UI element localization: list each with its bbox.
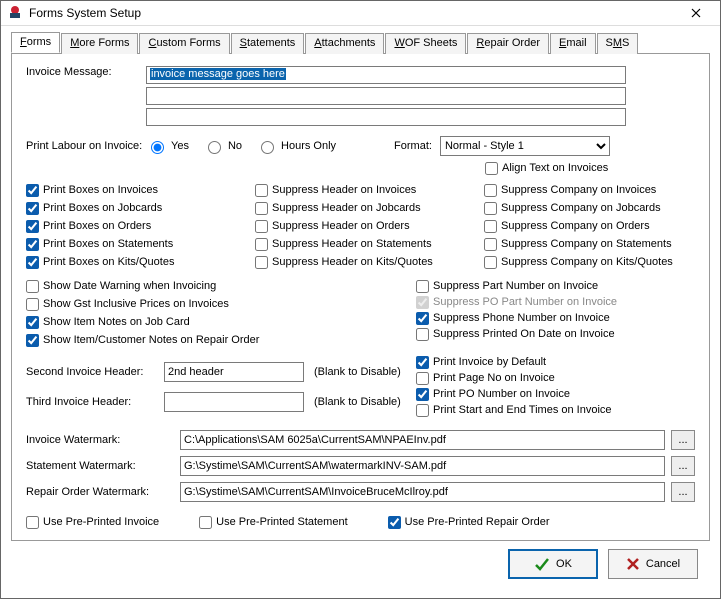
second-header-hint: (Blank to Disable) [314,366,401,378]
suppress-company-1[interactable]: Suppress Company on Jobcards [484,200,695,216]
watermark-group: Invoice Watermark:...Statement Watermark… [26,430,695,502]
left-opt-1[interactable]: Show Gst Inclusive Prices on Invoices [26,296,386,312]
watermark-input-2[interactable] [180,482,665,502]
preprinted-1[interactable]: Use Pre-Printed Statement [199,514,347,530]
tab-strip: FormsMore FormsCustom FormsStatementsAtt… [11,32,710,54]
content: FormsMore FormsCustom FormsStatementsAtt… [1,26,720,599]
tab-repair-order[interactable]: Repair Order [467,33,549,54]
preprinted-2[interactable]: Use Pre-Printed Repair Order [388,514,550,530]
tab-attachments[interactable]: Attachments [305,33,384,54]
tab-email[interactable]: Email [550,33,596,54]
right-opt-3[interactable]: Suppress Printed On Date on Invoice [416,326,695,342]
suppress-company-0[interactable]: Suppress Company on Invoices [484,182,695,198]
browse-button-0[interactable]: ... [671,430,695,450]
titlebar: Forms System Setup [1,1,720,26]
ok-button[interactable]: OK [508,549,598,579]
suppress-header-3[interactable]: Suppress Header on Statements [255,236,466,252]
tab-statements[interactable]: Statements [231,33,305,54]
watermark-label-2: Repair Order Watermark: [26,486,174,498]
right-opt-0[interactable]: Suppress Part Number on Invoice [416,278,695,294]
print-boxes-1[interactable]: Print Boxes on Jobcards [26,200,237,216]
tab-wof-sheets[interactable]: WOF Sheets [385,33,466,54]
invoice-message-label: Invoice Message: [26,66,146,78]
cancel-button[interactable]: Cancel [608,549,698,579]
print-opt-2[interactable]: Print PO Number on Invoice [416,386,695,402]
second-header-label: Second Invoice Header: [26,366,158,378]
suppress-header-0[interactable]: Suppress Header on Invoices [255,182,466,198]
print-labour-radio-group: Yes No Hours Only [146,138,346,154]
invoice-message-line3[interactable] [146,108,626,126]
tab-panel-forms: Invoice Message: invoice message goes he… [11,54,710,541]
watermark-row-2: Repair Order Watermark:... [26,482,695,502]
invoice-message-line1[interactable]: invoice message goes here [146,66,626,84]
tab-sms[interactable]: SMS [597,33,639,54]
right-opt-2[interactable]: Suppress Phone Number on Invoice [416,310,695,326]
print-boxes-2[interactable]: Print Boxes on Orders [26,218,237,234]
tab-custom-forms[interactable]: Custom Forms [139,33,229,54]
watermark-label-0: Invoice Watermark: [26,434,174,446]
browse-button-1[interactable]: ... [671,456,695,476]
close-button[interactable] [676,1,716,25]
suppress-header-1[interactable]: Suppress Header on Jobcards [255,200,466,216]
print-labour-no[interactable]: No [203,138,242,154]
left-opt-3[interactable]: Show Item/Customer Notes on Repair Order [26,332,386,348]
preprinted-0[interactable]: Use Pre-Printed Invoice [26,514,159,530]
browse-button-2[interactable]: ... [671,482,695,502]
third-header-hint: (Blank to Disable) [314,396,401,408]
x-icon [626,557,640,571]
invoice-message-line2[interactable] [146,87,626,105]
print-opt-0[interactable]: Print Invoice by Default [416,354,695,370]
app-icon [7,5,23,21]
print-labour-hours-only[interactable]: Hours Only [256,138,336,154]
preprinted-row: Use Pre-Printed Invoice Use Pre-Printed S… [26,514,695,530]
tab-more-forms[interactable]: More Forms [61,33,138,54]
print-opt-1[interactable]: Print Page No on Invoice [416,370,695,386]
right-opt-1: Suppress PO Part Number on Invoice [416,294,695,310]
watermark-input-1[interactable] [180,456,665,476]
tab-forms[interactable]: Forms [11,32,60,53]
second-header-input[interactable] [164,362,304,382]
print-labour-label: Print Labour on Invoice: [26,140,146,152]
check-icon [534,556,550,572]
format-label: Format: [394,140,432,152]
suppress-header-2[interactable]: Suppress Header on Orders [255,218,466,234]
window: Forms System Setup FormsMore FormsCustom… [0,0,721,599]
left-opt-0[interactable]: Show Date Warning when Invoicing [26,278,386,294]
third-header-input[interactable] [164,392,304,412]
window-title: Forms System Setup [29,6,676,20]
suppress-header-column: Suppress Header on Invoices Suppress Head… [255,182,466,270]
watermark-input-0[interactable] [180,430,665,450]
print-boxes-3[interactable]: Print Boxes on Statements [26,236,237,252]
watermark-row-0: Invoice Watermark:... [26,430,695,450]
align-text-checkbox[interactable]: Align Text on Invoices [485,160,695,176]
suppress-company-3[interactable]: Suppress Company on Statements [484,236,695,252]
suppress-company-2[interactable]: Suppress Company on Orders [484,218,695,234]
third-header-label: Third Invoice Header: [26,396,158,408]
dialog-buttons: OK Cancel [11,541,710,589]
print-boxes-4[interactable]: Print Boxes on Kits/Quotes [26,254,237,270]
print-labour-yes[interactable]: Yes [146,138,189,154]
print-opt-3[interactable]: Print Start and End Times on Invoice [416,402,695,418]
left-opt-2[interactable]: Show Item Notes on Job Card [26,314,386,330]
format-select[interactable]: Normal - Style 1 [440,136,610,156]
watermark-label-1: Statement Watermark: [26,460,174,472]
suppress-header-4[interactable]: Suppress Header on Kits/Quotes [255,254,466,270]
watermark-row-1: Statement Watermark:... [26,456,695,476]
print-boxes-0[interactable]: Print Boxes on Invoices [26,182,237,198]
print-boxes-column: Print Boxes on Invoices Print Boxes on Jo… [26,182,237,270]
right-options-group: Suppress Part Number on InvoiceSuppress … [416,278,695,418]
suppress-company-4[interactable]: Suppress Company on Kits/Quotes [484,254,695,270]
suppress-company-column: Suppress Company on Invoices Suppress Com… [484,182,695,270]
